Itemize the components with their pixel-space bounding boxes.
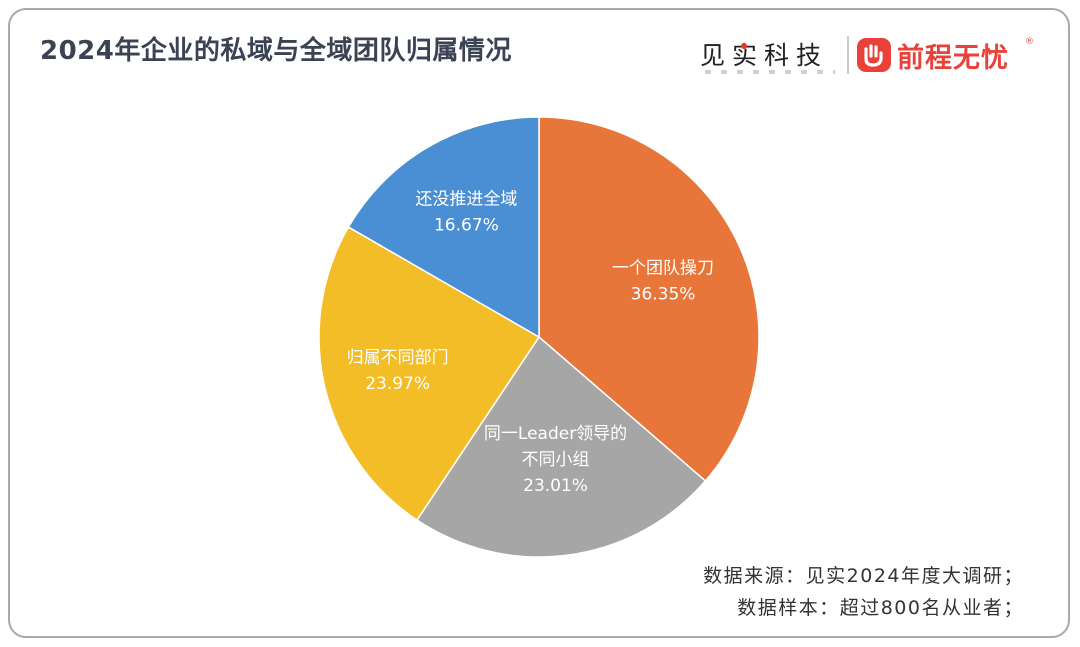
registered-mark: ® xyxy=(1025,37,1034,47)
logo-divider xyxy=(847,36,849,74)
jianshi-logo-dot xyxy=(741,43,747,49)
pie-slice-4-category-label: 还没推进全域 xyxy=(415,189,517,209)
pie-slice-2 xyxy=(415,335,707,558)
pie-slice-2-value-label: 23.01% xyxy=(523,476,588,496)
pie-slice-3 xyxy=(318,226,541,522)
pie-slice-1 xyxy=(538,116,760,482)
jianshi-logo-subline xyxy=(705,70,835,74)
pie-slice-2-category-label: 同一Leader领导的 xyxy=(484,424,627,444)
pie-slice-4-value-label: 16.67% xyxy=(434,215,499,235)
hand-logo-icon xyxy=(857,38,891,72)
pie-slice-1-value-label: 36.35% xyxy=(631,284,696,304)
data-sample-note: 数据样本：超过800名从业者； xyxy=(737,597,1024,619)
pie-slice-3-value-label: 23.97% xyxy=(365,374,430,394)
pie-slice-3-category-label: 归属不同部门 xyxy=(347,348,449,368)
pie-slice-4 xyxy=(347,116,540,339)
jianshi-logo-text: 见实科技 xyxy=(700,41,829,70)
pie-slice-2-category-label: 不同小组 xyxy=(522,450,590,470)
qianchengwuyou-logo-text: 前程无忧 xyxy=(897,43,1009,74)
chart-title: 2024年企业的私域与全域团队归属情况 xyxy=(40,36,512,66)
data-source-note: 数据来源：见实2024年度大调研； xyxy=(703,565,1024,587)
pie-slice-1-category-label: 一个团队操刀 xyxy=(612,258,714,278)
